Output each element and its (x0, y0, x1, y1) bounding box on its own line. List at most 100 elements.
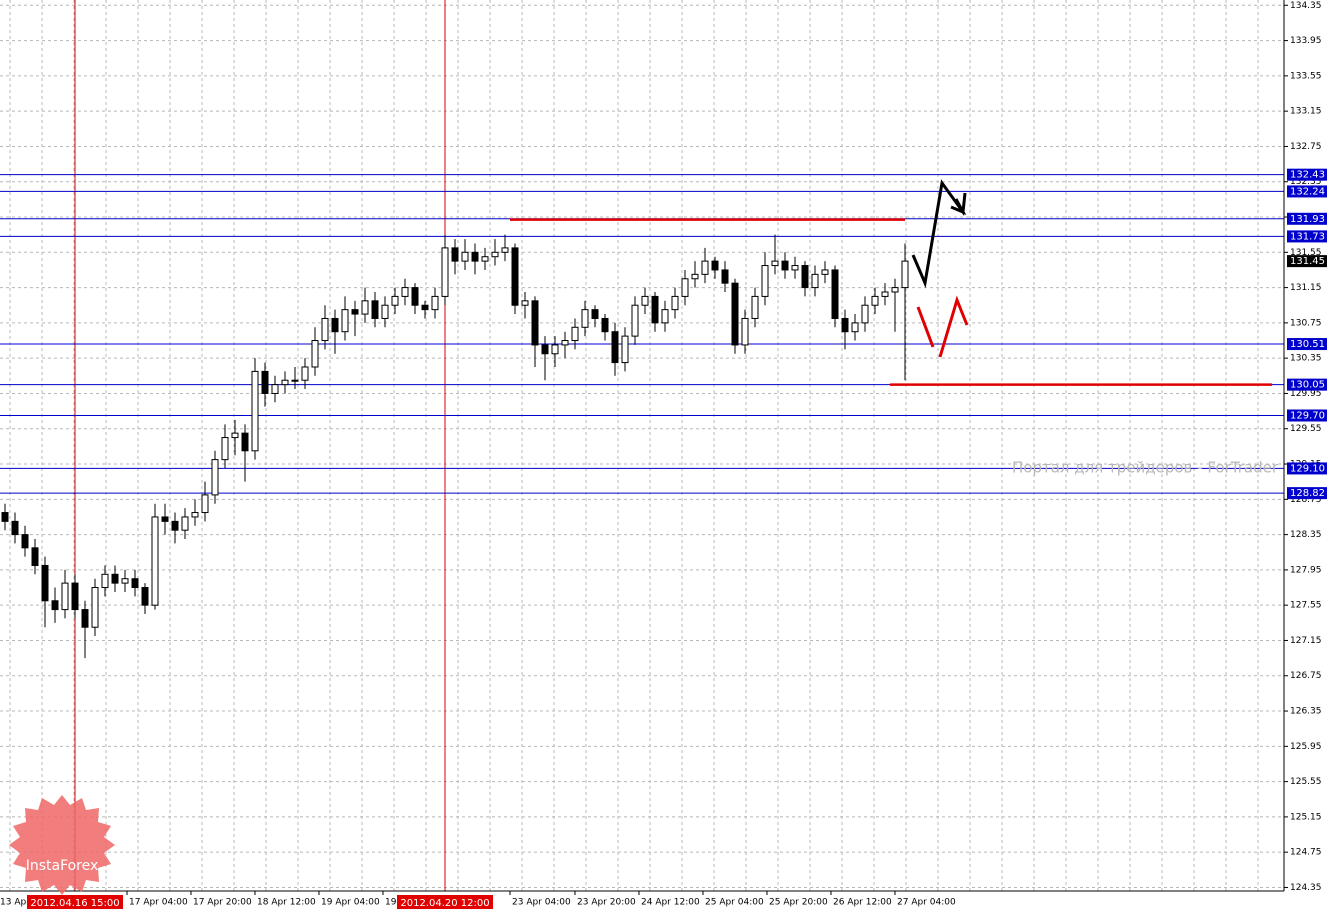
candle-body (471, 251, 479, 262)
x-tick-label: 25 Apr 04:00 (705, 898, 764, 908)
x-tick-label: 27 Apr 04:00 (897, 898, 956, 908)
marker-label: 2012.04.20 12:00 (400, 898, 489, 909)
candle-body (371, 300, 379, 319)
price-label: 131.45 (1290, 256, 1325, 267)
candle-body (611, 331, 619, 364)
marker-label: 2012.04.16 15:00 (30, 898, 119, 909)
level-label-bg (1287, 185, 1327, 198)
logo-badge (9, 795, 115, 895)
candle-body (441, 247, 449, 297)
level-label-bg (1287, 168, 1327, 181)
candle-body (891, 287, 899, 293)
marker-label-bg (27, 895, 123, 909)
candle-body (331, 317, 339, 333)
x-tick-label: 17 Apr 04:00 (129, 898, 188, 908)
candle-body (71, 582, 79, 611)
level-label-bg (1287, 378, 1327, 391)
candle-body (31, 547, 39, 566)
level-label: 132.24 (1290, 186, 1325, 197)
candle-body (51, 600, 59, 611)
candle-body (661, 309, 669, 324)
candle-body (381, 304, 389, 319)
candle-body (211, 459, 219, 496)
y-tick-label: 127.55 (1290, 601, 1322, 611)
y-tick-label: 126.75 (1290, 671, 1322, 681)
y-tick-label: 131.55 (1290, 248, 1322, 258)
candle-body (731, 282, 739, 346)
candle-body (61, 582, 69, 611)
candle-body (751, 295, 759, 319)
candle-body (1, 512, 9, 522)
y-tick-label: 133.15 (1290, 107, 1322, 117)
logo-text: InstaForex (26, 858, 99, 874)
forecast-arrow (938, 295, 969, 358)
level-label-bg (1287, 230, 1327, 243)
x-tick-label: 18 Apr 12:00 (257, 898, 316, 908)
x-tick-label: 23 Apr 04:00 (512, 898, 571, 908)
level-label: 130.05 (1290, 380, 1325, 391)
candle-body (231, 432, 239, 439)
candle-body (491, 251, 499, 258)
level-label-bg (1287, 462, 1327, 475)
price-label-bg (1287, 255, 1327, 268)
candle-body (241, 432, 249, 452)
candle-body (571, 326, 579, 342)
candle-body (791, 265, 799, 271)
candle-body (141, 587, 149, 606)
candle-body (721, 269, 729, 284)
x-tick-label: 26 Apr 12:00 (833, 898, 892, 908)
candle-body (511, 247, 519, 306)
candle-body (121, 578, 129, 584)
x-tick-label: 24 Apr 12:00 (641, 898, 700, 908)
level-label: 131.93 (1290, 214, 1325, 225)
y-tick-label: 125.15 (1290, 812, 1322, 822)
candle-body (461, 251, 469, 262)
grid (0, 0, 1288, 891)
candle-body (851, 322, 859, 333)
candle-body (401, 287, 409, 297)
candle-body (861, 304, 869, 324)
candle-body (251, 370, 259, 452)
x-tick-label: 17 Apr 20:00 (193, 898, 252, 908)
candle-body (101, 573, 109, 589)
level-label-bg (1287, 212, 1327, 225)
candle-body (481, 256, 489, 262)
candle-body (691, 273, 699, 280)
candle-body (711, 260, 719, 271)
y-tick-label: 134.35 (1290, 1, 1322, 11)
candle-body (591, 309, 599, 319)
candle-body (531, 300, 539, 346)
candle-body (551, 344, 559, 355)
candle-body (41, 564, 49, 602)
y-tick-label: 128.35 (1290, 530, 1322, 540)
y-tick-label: 133.95 (1290, 36, 1322, 46)
candle-body (11, 520, 19, 536)
candle-body (131, 578, 139, 589)
candle-body (261, 370, 269, 394)
candle-body (411, 287, 419, 306)
candle-body (311, 340, 319, 368)
y-tick-label: 126.35 (1290, 707, 1322, 717)
level-label: 130.51 (1290, 339, 1325, 350)
candle-body (321, 317, 329, 342)
level-label: 131.73 (1290, 231, 1325, 242)
arrow-head (950, 198, 967, 216)
x-tick-label: 13 Apr (0, 898, 30, 908)
candle-body (901, 260, 909, 289)
candle-body (581, 309, 589, 328)
candle-body (761, 265, 769, 297)
candle-body (291, 379, 299, 382)
candle-body (501, 247, 509, 253)
candle-body (21, 534, 29, 549)
candle-body (91, 587, 99, 628)
y-tick-label: 124.75 (1290, 848, 1322, 858)
forecast-arrow (916, 306, 935, 348)
candle-body (271, 384, 279, 394)
level-label-bg (1287, 487, 1327, 500)
candle-body (671, 295, 679, 311)
candle-body (541, 344, 549, 355)
y-tick-label: 129.95 (1290, 389, 1322, 399)
candle-body (561, 340, 569, 346)
y-tick-label: 124.35 (1290, 883, 1322, 893)
